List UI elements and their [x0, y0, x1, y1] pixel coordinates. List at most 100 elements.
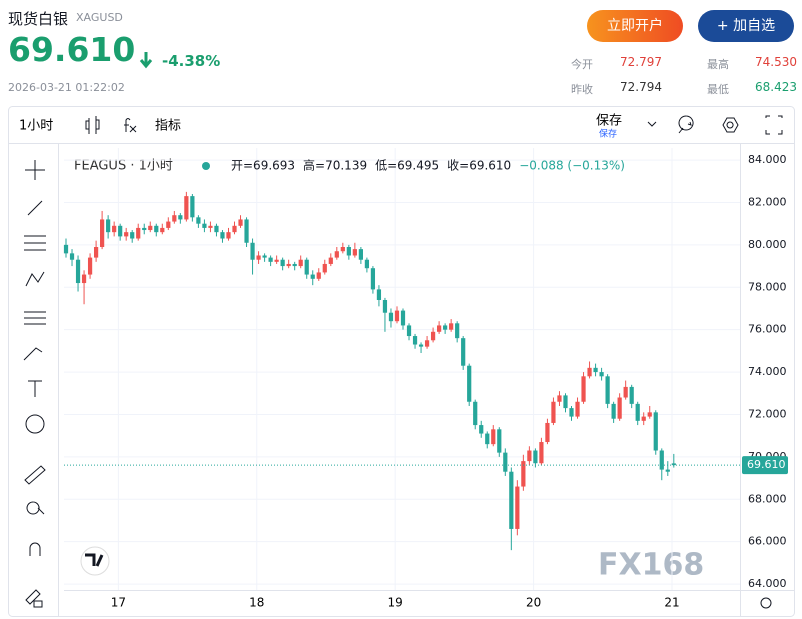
candle-body [412, 336, 418, 345]
candle-body [587, 367, 592, 377]
legend-value: 开=69.693 [231, 159, 295, 173]
watchlist-button[interactable]: + 加自选 [698, 10, 794, 42]
candle-body [220, 232, 225, 239]
candle-body [509, 471, 514, 529]
stat-value: 72.794 [620, 80, 662, 94]
y-tick-label: 80.000 [748, 238, 787, 251]
candle-body [635, 403, 640, 421]
candle-body [63, 244, 69, 254]
candle-body [226, 232, 231, 239]
y-tick-label: 74.000 [748, 365, 787, 378]
candle-body [599, 372, 604, 377]
candle-body [274, 259, 279, 262]
candle-body [400, 310, 406, 326]
candle-body [527, 450, 532, 462]
candle-body [653, 412, 658, 451]
candle-body [256, 255, 261, 260]
candle-body [154, 225, 159, 233]
watermark: FX168 [598, 548, 704, 583]
stat-label: 今开 [571, 58, 593, 71]
candle-body [665, 469, 670, 472]
candle-body [575, 401, 580, 417]
candle-body [93, 246, 99, 258]
candle-body [262, 255, 267, 258]
indicators[interactable]: 指标 [155, 119, 181, 134]
x-tick-label: 19 [388, 596, 403, 610]
candle-body [184, 196, 189, 220]
interval[interactable]: 1小时 [19, 119, 53, 134]
candle-body [545, 422, 550, 443]
settings-icon[interactable] [760, 597, 772, 609]
candle-body [617, 397, 622, 419]
candle-body [250, 242, 255, 260]
candle-body [202, 223, 207, 228]
candle-body [479, 425, 484, 434]
candle-body [124, 232, 129, 237]
change: -4.38% [162, 52, 221, 70]
code: XAGUSD [76, 11, 123, 24]
candle-body [292, 263, 297, 267]
candle-body [515, 486, 520, 529]
candle-body [298, 259, 303, 267]
candle-body [238, 219, 243, 226]
candle-body [87, 257, 93, 275]
open-account-button[interactable]: 立即开户 [587, 10, 683, 42]
title: 现货白银 [8, 10, 69, 28]
candle-body [286, 263, 291, 267]
candle-body [214, 225, 219, 233]
candle-body [100, 219, 105, 247]
down-arrow [139, 52, 153, 69]
candle-body [75, 259, 81, 284]
x-tick-label: 20 [526, 596, 541, 610]
candle-body [304, 259, 309, 275]
candle-body [334, 251, 339, 258]
x-tick-label: 17 [111, 596, 126, 610]
stat-value: 72.797 [620, 55, 662, 69]
candle-body [364, 259, 370, 269]
candle-body [443, 325, 448, 330]
candle-body [208, 225, 213, 228]
y-tick-label: 78.000 [748, 280, 787, 293]
candle-body [491, 429, 496, 445]
candle-body [328, 257, 333, 264]
candle-body [81, 274, 87, 284]
candle-body [605, 376, 610, 404]
candle-body [563, 395, 568, 409]
candle-body [148, 225, 153, 231]
candle-body [160, 227, 165, 233]
y-tick-label: 66.000 [748, 535, 787, 548]
candle-body [340, 246, 345, 252]
y-tick-label: 76.000 [748, 323, 787, 336]
candle-body [394, 310, 400, 322]
candle-body [190, 196, 195, 218]
candle-body [232, 225, 237, 233]
candle-body [196, 217, 201, 224]
candle-body [418, 344, 424, 347]
y-tick-label: 64.000 [748, 577, 787, 590]
candle-body [346, 246, 351, 256]
candle-body [388, 312, 394, 322]
status-dot [202, 162, 210, 170]
candle-body [178, 215, 183, 220]
candle-body [497, 429, 502, 453]
series-title: FEAGUS · 1小时 [74, 159, 173, 174]
candle-body [671, 463, 676, 466]
timestamp: 2026-03-21 01:22:02 [8, 81, 125, 94]
candle-body [611, 403, 616, 419]
candle-body [557, 395, 562, 402]
candle-body [437, 325, 442, 332]
candle-body [647, 412, 652, 417]
y-tick-label: 72.000 [748, 407, 787, 420]
candle-body [629, 386, 634, 404]
stat-value: 68.423 [755, 80, 797, 94]
stat-value: 74.530 [755, 55, 797, 69]
candle-body [142, 227, 147, 231]
save[interactable]: 保存 [596, 114, 622, 129]
candle-body [623, 386, 628, 398]
candle-body [659, 450, 664, 470]
candle-body [641, 416, 646, 421]
candle-body [569, 408, 574, 417]
candle-body [382, 299, 388, 313]
last-price-tag [742, 456, 788, 475]
